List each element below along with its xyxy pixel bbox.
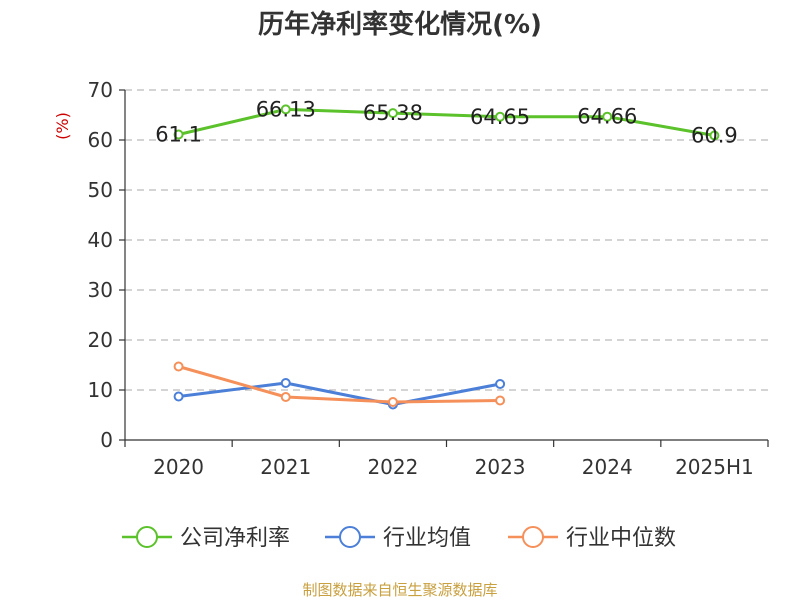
data-point-2-1 <box>280 392 291 402</box>
axes: 0 10 20 30 40 50 60 70 2020 2021 2022 2023 2024 2025H… <box>88 78 769 479</box>
data-point-2-0 <box>173 361 184 372</box>
data-label-0-0: 61.1 <box>155 123 202 147</box>
legend-item-1: 行业均值 <box>325 526 471 551</box>
series-line-2 <box>178 365 501 404</box>
data-label-0-4: 64.66 <box>577 105 637 129</box>
data-point-2-3 <box>495 395 506 406</box>
y-tick-label-40: 40 <box>88 228 113 252</box>
data-label-0-3: 64.65 <box>470 105 530 129</box>
data-point-1-0 <box>173 391 184 402</box>
x-tick-label-2020: 2020 <box>153 455 204 479</box>
series-2 <box>173 361 506 407</box>
x-tick-label-2023: 2023 <box>475 455 526 479</box>
grid <box>125 89 768 391</box>
series-0: 61.1 66.13 65.38 64.65 64.66 60.9 <box>155 97 738 147</box>
data-point-0-2 <box>387 108 398 119</box>
x-tick-label-2025H1: 2025H1 <box>675 455 754 479</box>
data-point-0-1 <box>280 104 291 115</box>
legend-item-0: 公司净利率 <box>122 526 290 551</box>
x-tick-label-2024: 2024 <box>582 455 633 479</box>
y-tick-label-60: 60 <box>88 128 113 152</box>
legend: 公司净利率 行业均值 行业中位数 <box>122 526 676 551</box>
data-label-0-5: 60.9 <box>691 124 738 148</box>
legend-label-2: 行业中位数 <box>566 526 676 551</box>
y-tick-label-0: 0 <box>100 428 113 452</box>
series-line-0 <box>178 107 715 137</box>
x-tick-label-2022: 2022 <box>367 455 418 479</box>
y-tick-label-70: 70 <box>88 78 113 102</box>
legend-marker-0 <box>136 526 158 548</box>
series-layer: 61.1 66.13 65.38 64.65 64.66 60.9 <box>155 97 738 410</box>
data-point-0-5 <box>709 130 720 141</box>
series-line-1 <box>178 381 501 406</box>
y-tick-label-30: 30 <box>88 278 113 302</box>
data-point-1-1 <box>280 378 291 388</box>
legend-marker-1 <box>339 526 361 548</box>
data-point-0-3 <box>495 111 506 122</box>
data-label-0-2: 65.38 <box>363 101 423 125</box>
y-tick-label-20: 20 <box>88 328 113 352</box>
series-1 <box>173 378 506 410</box>
legend-marker-2 <box>522 526 544 548</box>
legend-item-2: 行业中位数 <box>508 526 676 551</box>
legend-label-0: 公司净利率 <box>180 526 290 551</box>
data-point-2-2 <box>387 397 398 407</box>
y-tick-label-10: 10 <box>88 378 113 402</box>
legend-label-1: 行业均值 <box>383 526 471 551</box>
y-tick-label-50: 50 <box>88 178 113 202</box>
data-point-0-0 <box>173 129 184 140</box>
data-point-0-4 <box>602 111 613 122</box>
x-tick-label-2021: 2021 <box>260 455 311 479</box>
y-axis-label: (%) <box>53 112 72 140</box>
data-label-0-1: 66.13 <box>256 97 316 121</box>
source-note: 制图数据来自恒生聚源数据库 <box>302 581 497 599</box>
chart-title: 历年净利率变化情况(%) <box>258 9 542 40</box>
data-point-1-3 <box>495 379 506 389</box>
